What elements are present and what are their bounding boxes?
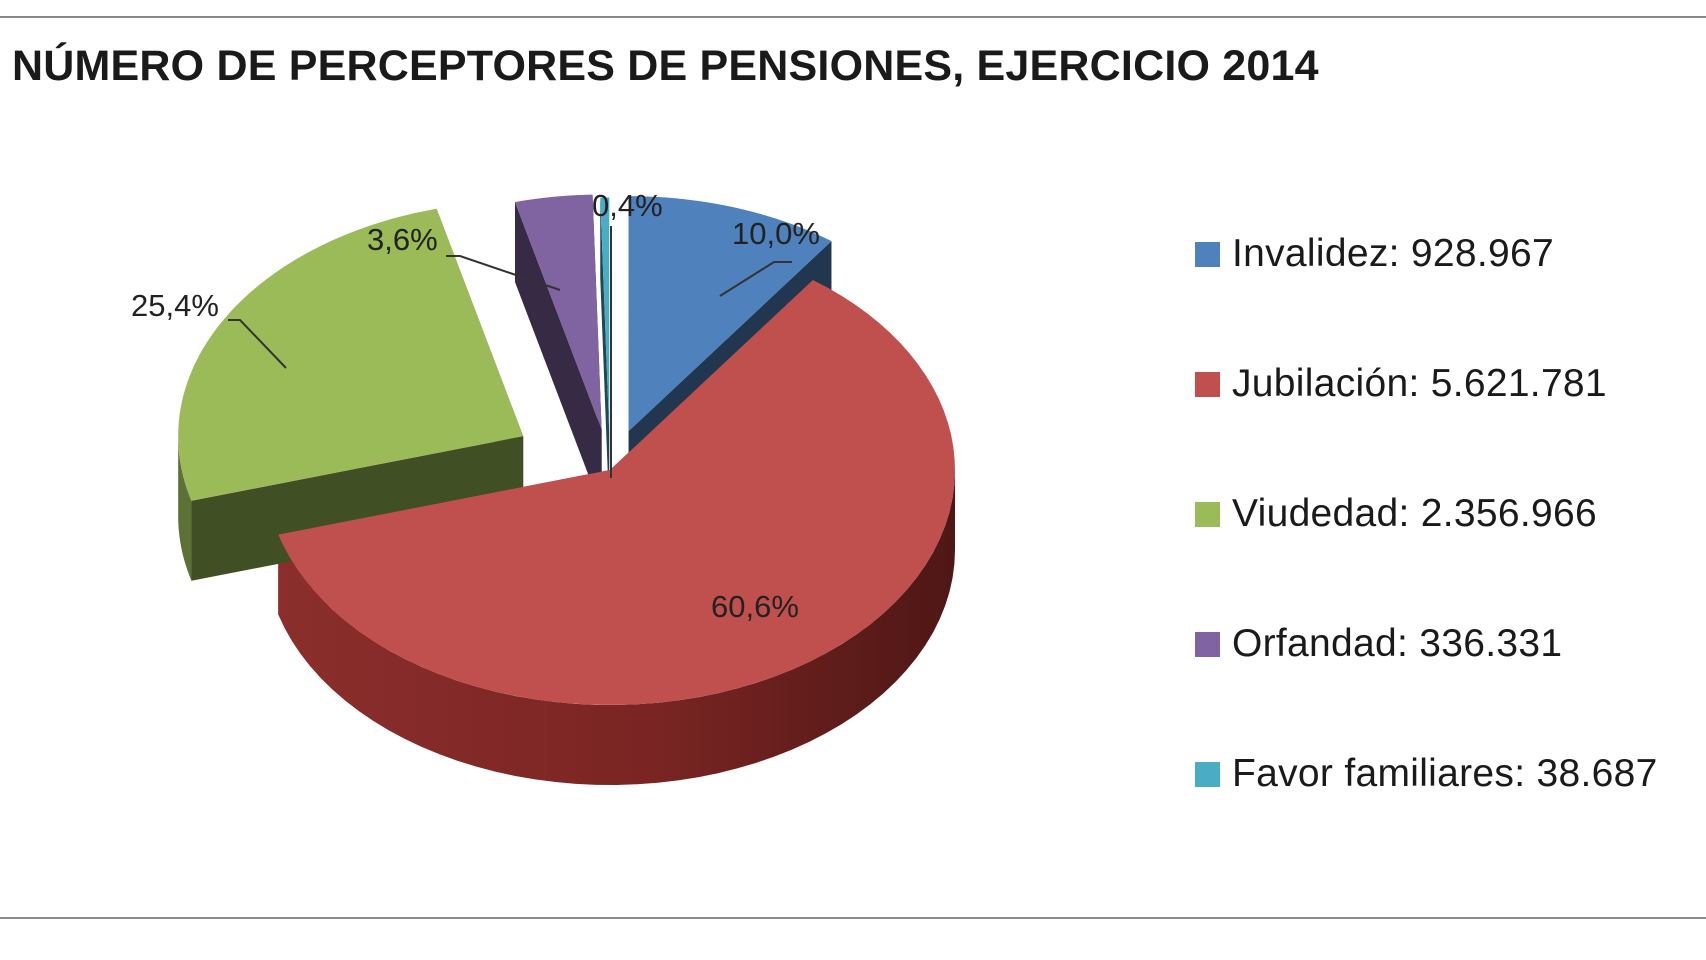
- pie-slice-invalidez: [628, 196, 832, 432]
- top-rule: [0, 16, 1706, 18]
- legend-item-invalidez: Invalidez: 928.967: [1195, 230, 1554, 278]
- legend-item-viudedad: Viudedad: 2.356.966: [1195, 490, 1597, 538]
- leader-line-orfandad: [446, 255, 561, 291]
- chart-title: NÚMERO DE PERCEPTORES DE PENSIONES, EJER…: [12, 42, 1319, 90]
- legend-item-jubilaci-n: Jubilación: 5.621.781: [1195, 360, 1607, 408]
- legend-item-favor-familiares: Favor familiares: 38.687: [1195, 750, 1658, 798]
- pie-slice-jubilaci-n: [278, 279, 955, 705]
- pie-slice-viudedad: [178, 208, 524, 501]
- slice-edge-wall: [600, 197, 610, 513]
- legend-label: Orfandad: 336.331: [1232, 622, 1563, 665]
- slice-side-wall: [178, 436, 192, 581]
- legend-swatch: [1195, 371, 1220, 397]
- legend-swatch: [1195, 631, 1220, 657]
- percent-label-favor-familiares: 0,4%: [592, 188, 663, 223]
- pie-slice-orfandad: [514, 194, 602, 430]
- leader-line-invalidez: [719, 261, 792, 297]
- legend-label: Viudedad: 2.356.966: [1232, 492, 1597, 535]
- legend-item-orfandad: Orfandad: 336.331: [1195, 620, 1562, 668]
- bottom-rule: [0, 917, 1706, 919]
- slice-side-wall: [278, 470, 955, 785]
- legend-swatch: [1195, 761, 1220, 787]
- percent-label-orfandad: 3,6%: [367, 222, 438, 257]
- percent-label-viudedad: 25,4%: [131, 288, 219, 323]
- percent-label-invalidez: 10,0%: [732, 216, 820, 251]
- pie-slice-favor-familiares: [600, 197, 610, 433]
- slice-edge-wall: [514, 202, 602, 510]
- legend-label: Favor familiares: 38.687: [1232, 752, 1658, 795]
- legend-swatch: [1195, 241, 1220, 267]
- leader-line-viudedad: [228, 319, 287, 369]
- slice-edge-wall: [191, 436, 524, 581]
- slice-tops: [178, 194, 955, 705]
- percent-label-jubilaci-n: 60,6%: [711, 589, 799, 624]
- legend-label: Jubilación: 5.621.781: [1232, 362, 1607, 405]
- leader-lines: [228, 226, 792, 478]
- percent-labels: 10,0% 60,6% 25,4% 3,6% 0,4%: [131, 188, 820, 624]
- legend-label: Invalidez: 928.967: [1232, 232, 1554, 275]
- legend-swatch: [1195, 501, 1220, 527]
